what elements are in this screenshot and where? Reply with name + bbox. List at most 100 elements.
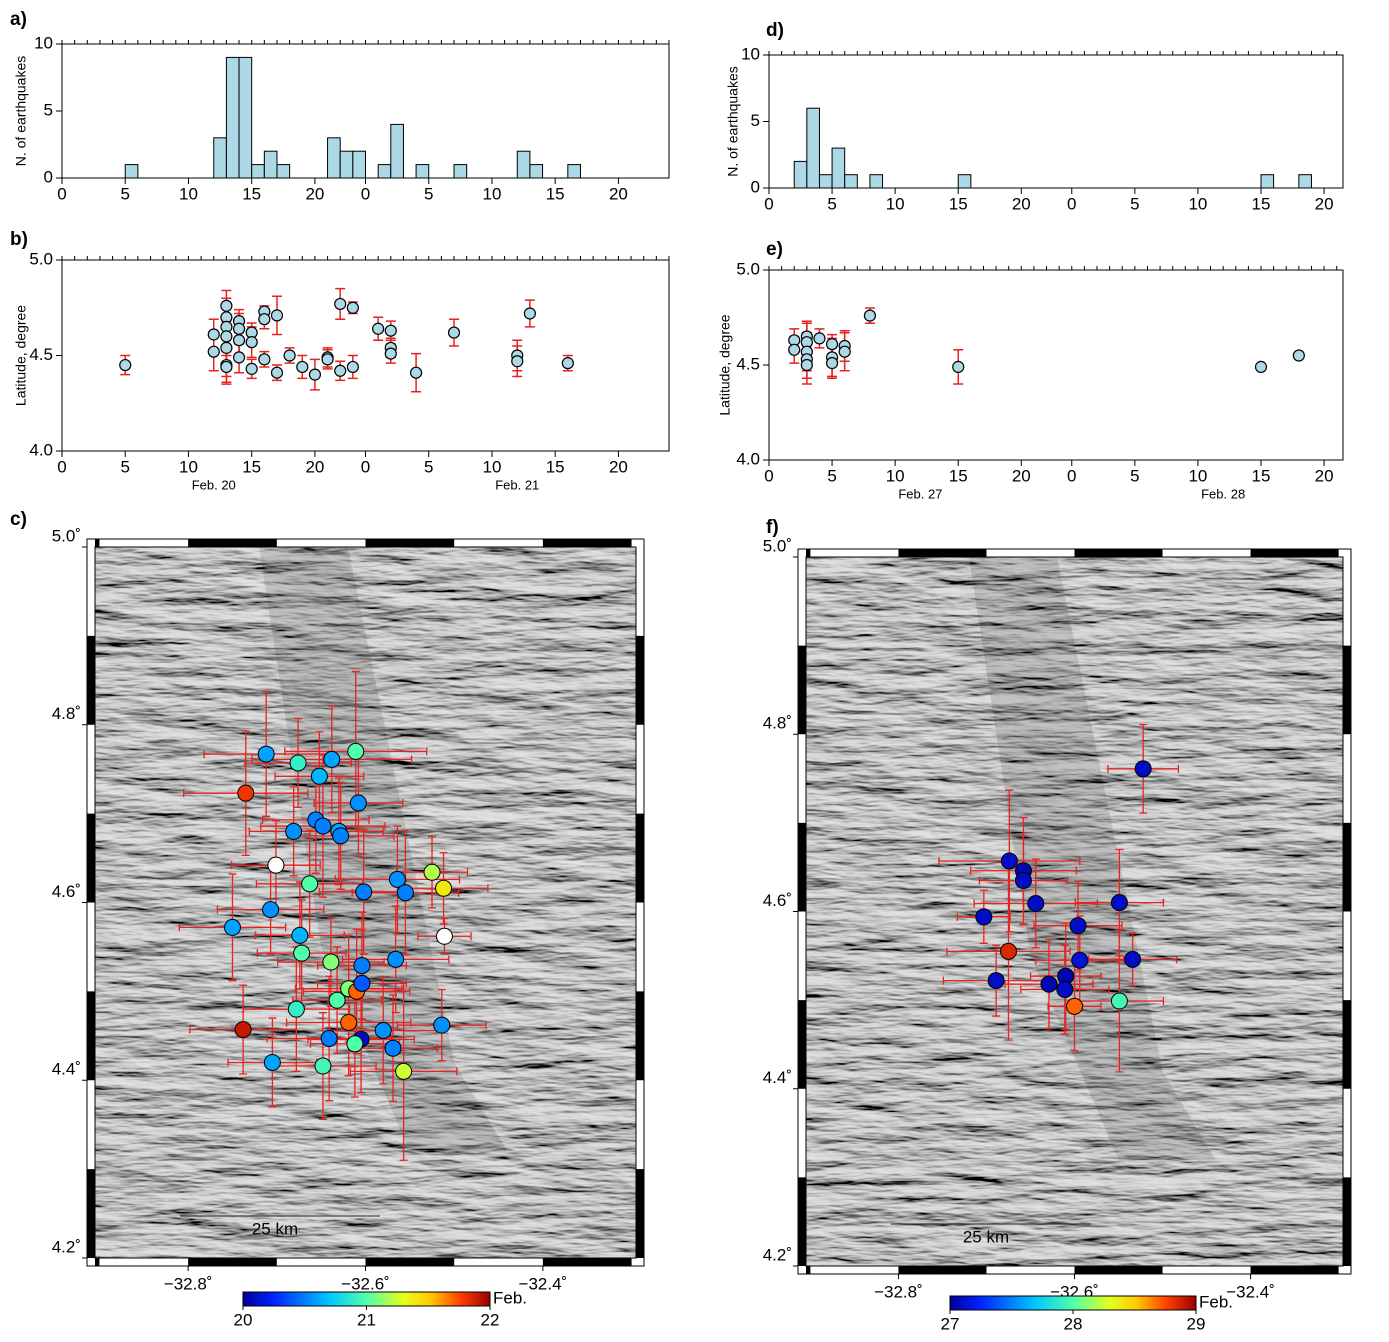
panel-label: c) (10, 509, 27, 530)
y-tick-label: 4.5 (29, 345, 53, 364)
data-point (221, 300, 232, 311)
figure: a)N. of earthquakes05101520051015200510b… (0, 0, 1389, 1337)
frame-segment (798, 1177, 806, 1266)
x-tick-label: 10 (179, 457, 198, 476)
frame-segment (898, 549, 986, 557)
event-marker (294, 945, 310, 961)
event-marker (1135, 761, 1151, 777)
x-tick-label: 0 (764, 466, 773, 485)
histogram-bar (328, 138, 341, 178)
x-tick-label: −32.8˚ (164, 1274, 213, 1293)
data-point (234, 352, 245, 363)
event-marker (1015, 872, 1031, 888)
event-marker (976, 909, 992, 925)
histogram-bar (264, 151, 277, 178)
y-tick-label: 4.6˚ (52, 882, 81, 901)
frame-segment (1251, 549, 1339, 557)
y-tick-label: 4.5 (736, 354, 760, 373)
frame-segment (806, 549, 810, 557)
x-tick-label: 5 (1130, 466, 1139, 485)
data-point (411, 367, 422, 378)
histogram-bar (807, 108, 820, 188)
event-marker (258, 746, 274, 762)
x-tick-label: 20 (609, 457, 628, 476)
x-tick-label: 5 (827, 466, 836, 485)
x-tick-label: −32.6˚ (341, 1274, 390, 1293)
x-tick-label: 15 (949, 466, 968, 485)
date-annotation: Feb. 28 (1201, 486, 1245, 501)
y-tick-label: 4.2˚ (763, 1245, 792, 1264)
date-annotation: Feb. 20 (192, 477, 236, 492)
frame-segment (798, 823, 806, 912)
frame-segment (87, 814, 95, 903)
y-tick-label: 4.0 (29, 440, 53, 459)
x-tick-label: 10 (1188, 194, 1207, 213)
data-point (512, 356, 523, 367)
x-tick-label: 15 (949, 194, 968, 213)
x-tick-label: 15 (242, 457, 261, 476)
y-tick-label: 5 (751, 111, 760, 130)
y-tick-label: 0 (751, 177, 760, 196)
data-point (385, 348, 396, 359)
y-tick-label: 4.8˚ (52, 704, 81, 723)
event-marker (388, 951, 404, 967)
event-marker (1111, 993, 1127, 1009)
colorbar-tick-label: 27 (941, 1314, 960, 1333)
event-marker (315, 818, 331, 834)
histogram-bar (391, 124, 404, 178)
colorbar-label: Feb. (1199, 1292, 1233, 1311)
event-marker (354, 958, 370, 974)
y-tick-label: 4.8˚ (763, 714, 792, 733)
y-tick-label: 4.0 (736, 449, 760, 468)
event-marker (315, 1058, 331, 1074)
frame-segment (87, 636, 95, 725)
data-point (221, 361, 232, 372)
y-tick-label: 4.4˚ (52, 1060, 81, 1079)
event-marker (356, 884, 372, 900)
y-tick-label: 10 (34, 33, 53, 52)
data-point (524, 308, 535, 319)
x-tick-label: 0 (1067, 194, 1076, 213)
x-tick-label: 5 (424, 184, 433, 203)
panel-label: a) (10, 9, 27, 30)
event-marker (1041, 976, 1057, 992)
event-marker (1067, 998, 1083, 1014)
event-marker (1125, 951, 1141, 967)
scale-bar-label: 25 km (963, 1227, 1009, 1246)
data-point (814, 333, 825, 344)
data-point (827, 358, 838, 369)
y-tick-label: 4.4˚ (763, 1068, 792, 1087)
frame-segment (1343, 1177, 1351, 1266)
histogram-bar (454, 165, 467, 178)
x-tick-label: 0 (361, 184, 370, 203)
panel-label: d) (766, 20, 784, 41)
event-marker (1072, 952, 1088, 968)
colorbar-tick-label: 20 (234, 1310, 253, 1329)
colorbar-tick-label: 28 (1064, 1314, 1083, 1333)
x-tick-label: −32.4˚ (1226, 1282, 1275, 1301)
data-point (259, 354, 270, 365)
data-point (335, 298, 346, 309)
data-point (234, 335, 245, 346)
frame-segment (95, 539, 99, 547)
histogram-bar (832, 148, 845, 188)
x-tick-label: 10 (482, 184, 501, 203)
data-point (271, 367, 282, 378)
histogram-bar (125, 165, 138, 178)
histogram-bar (1261, 175, 1274, 188)
event-marker (436, 880, 452, 896)
x-tick-label: 0 (764, 194, 773, 213)
event-marker (1111, 895, 1127, 911)
histogram-bar (378, 165, 391, 178)
x-tick-label: 10 (179, 184, 198, 203)
event-marker (302, 876, 318, 892)
data-point (562, 358, 573, 369)
event-marker (347, 1036, 363, 1052)
frame-segment (543, 1258, 632, 1266)
y-tick-label: 5.0 (736, 259, 760, 278)
colorbar-tick-label: 21 (357, 1310, 376, 1329)
histogram-bar (568, 165, 581, 178)
x-tick-label: −32.8˚ (874, 1282, 923, 1301)
data-point (335, 365, 346, 376)
panel-label: f) (766, 517, 779, 538)
